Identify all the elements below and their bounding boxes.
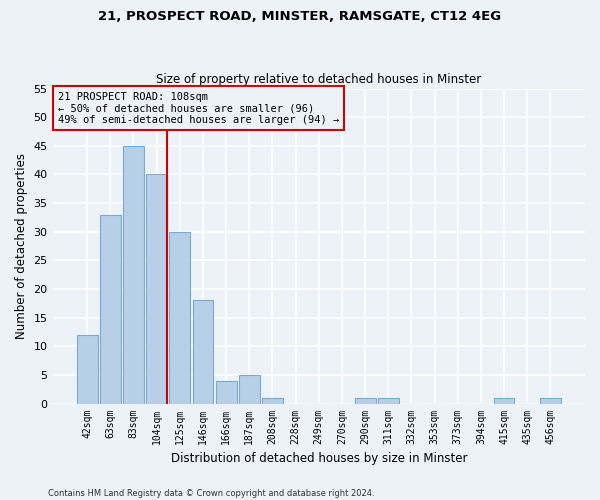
Bar (169, 232, 190, 404)
Bar (193, 300, 214, 404)
Bar (123, 146, 144, 404)
Bar (378, 398, 398, 404)
Title: Size of property relative to detached houses in Minster: Size of property relative to detached ho… (156, 73, 481, 86)
Bar (77, 335, 98, 404)
X-axis label: Distribution of detached houses by size in Minster: Distribution of detached houses by size … (170, 452, 467, 465)
Y-axis label: Number of detached properties: Number of detached properties (15, 153, 28, 339)
Bar (146, 174, 167, 404)
Bar (100, 214, 121, 404)
Text: 21 PROSPECT ROAD: 108sqm
← 50% of detached houses are smaller (96)
49% of semi-d: 21 PROSPECT ROAD: 108sqm ← 50% of detach… (58, 92, 339, 125)
Bar (355, 398, 376, 404)
Bar (216, 380, 236, 404)
Bar (262, 398, 283, 404)
Text: Contains HM Land Registry data © Crown copyright and database right 2024.: Contains HM Land Registry data © Crown c… (48, 488, 374, 498)
Bar (239, 375, 260, 404)
Bar (494, 398, 514, 404)
Bar (540, 398, 561, 404)
Text: 21, PROSPECT ROAD, MINSTER, RAMSGATE, CT12 4EG: 21, PROSPECT ROAD, MINSTER, RAMSGATE, CT… (98, 10, 502, 23)
